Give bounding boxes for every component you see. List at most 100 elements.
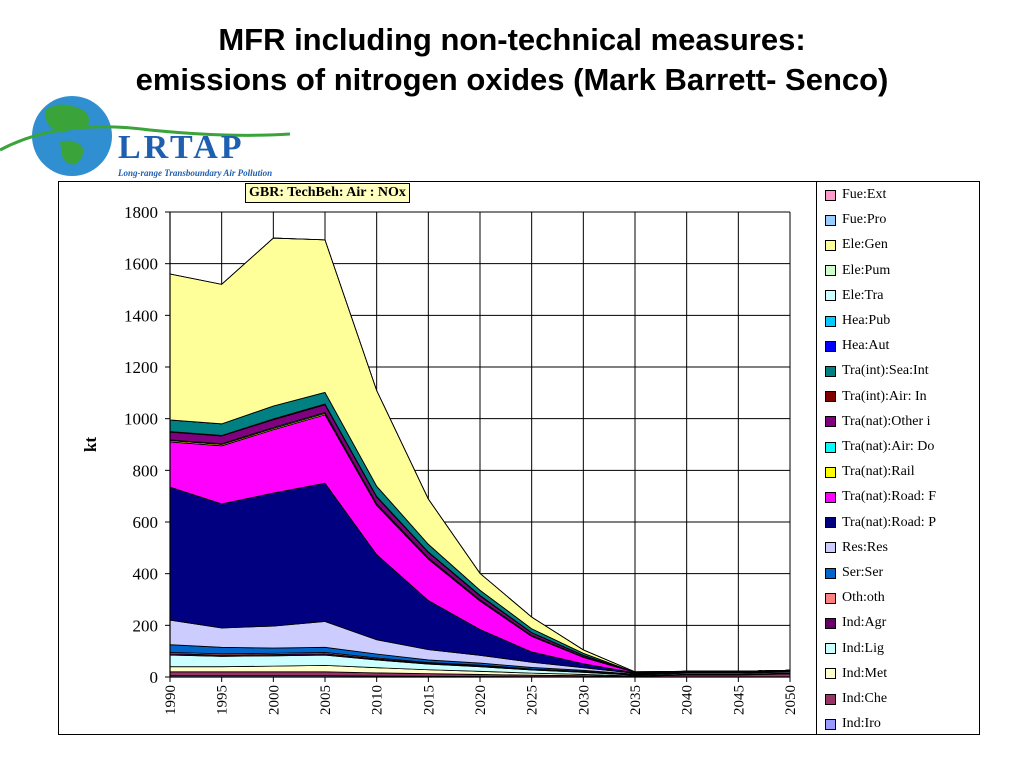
legend-item: Hea:Aut — [825, 336, 889, 356]
logo-text: LRTAP — [118, 129, 245, 166]
legend-label: Fue:Pro — [842, 212, 887, 228]
y-tick-label: 1800 — [124, 203, 158, 222]
legend-label: Ind:Met — [842, 665, 888, 681]
y-tick-label: 1600 — [124, 255, 158, 274]
legend-label: Ser:Ser — [842, 565, 884, 580]
legend-swatch — [825, 416, 836, 428]
y-tick-label: 1200 — [124, 358, 158, 377]
legend-item: Tra(nat):Rail — [825, 462, 915, 482]
y-tick-label: 800 — [133, 461, 159, 480]
legend-swatch — [825, 466, 836, 478]
legend-item: Ind:Iro — [825, 714, 881, 734]
legend-label: Ele:Gen — [842, 237, 888, 253]
y-tick-label: 200 — [133, 616, 159, 635]
legend-swatch — [825, 441, 836, 453]
legend-swatch — [825, 189, 836, 201]
legend-item: Hea:Pub — [825, 311, 890, 331]
x-tick-label: 2045 — [731, 685, 747, 715]
x-tick-label: 2000 — [266, 685, 282, 715]
legend-swatch — [825, 643, 836, 655]
legend-label: Ind:Agr — [842, 615, 887, 631]
logo-subtitle: Long-range Transboundary Air Pollution — [117, 168, 272, 178]
area-series-fue-ext — [169, 237, 791, 673]
legend-label: Hea:Pub — [842, 313, 891, 328]
legend-item: Res:Res — [825, 538, 888, 558]
legend-label: Ind:Che — [842, 691, 888, 706]
legend-swatch — [825, 542, 836, 554]
x-tick-label: 2010 — [370, 685, 386, 715]
y-axis-label: kt — [81, 437, 100, 452]
legend: Fue:Ext Fue:Pro Ele:Gen Ele:Pum Ele:Tra Hea:P… — [816, 181, 980, 735]
legend-label: Tra(nat):Road: F — [842, 489, 936, 505]
legend-item: Ind:Agr — [825, 613, 886, 633]
y-tick-label: 600 — [133, 513, 159, 532]
legend-item: Ind:Met — [825, 664, 887, 684]
legend-label: Tra(nat):Road: P — [842, 514, 936, 530]
legend-item: Ele:Pum — [825, 261, 890, 281]
x-tick-label: 2050 — [783, 685, 799, 715]
legend-swatch — [825, 265, 836, 277]
legend-label: Tra(int):Air: In — [842, 388, 927, 404]
legend-item: Tra(int):Air: In — [825, 387, 927, 407]
x-tick-label: 2025 — [525, 685, 541, 715]
legend-label: Ind:Lig — [842, 640, 884, 656]
legend-label: Tra(nat):Air: Do — [842, 439, 935, 454]
legend-swatch — [825, 592, 836, 604]
legend-item: Tra(nat):Other i — [825, 412, 931, 432]
legend-swatch — [825, 391, 836, 403]
axes: 0 200 400 600 800 1000 1200 1400 1600 1800 1990 199… — [124, 203, 799, 715]
legend-label: Tra(int):Sea:Int — [842, 363, 929, 379]
y-tick-label: 400 — [133, 565, 159, 584]
legend-swatch — [825, 517, 836, 529]
y-tick-label: 1400 — [124, 306, 158, 325]
x-tick-label: 2015 — [421, 685, 437, 715]
x-tick-label: 2020 — [473, 685, 489, 715]
legend-label: Res:Res — [842, 539, 888, 555]
legend-item: Tra(nat):Air: Do — [825, 437, 934, 457]
legend-swatch — [825, 693, 836, 705]
legend-swatch — [825, 214, 836, 226]
legend-swatch — [825, 491, 836, 503]
x-tick-label: 2035 — [628, 685, 644, 715]
legend-item: Ele:Tra — [825, 286, 883, 306]
legend-item: Tra(int):Sea:Int — [825, 361, 929, 381]
legend-item: Tra(nat):Road: P — [825, 513, 936, 533]
legend-item: Ser:Ser — [825, 563, 883, 583]
legend-item: Oth:oth — [825, 588, 885, 608]
area-series-layer — [169, 237, 791, 678]
legend-item: Ind:Lig — [825, 639, 884, 659]
legend-item: Tra(nat):Road: F — [825, 487, 936, 507]
y-tick-label: 0 — [150, 668, 159, 687]
legend-label: Oth:oth — [842, 590, 885, 606]
legend-label: Tra(nat):Other i — [842, 413, 931, 429]
legend-label: Ind:Iro — [842, 716, 881, 732]
x-tick-label: 2030 — [576, 685, 592, 715]
legend-swatch — [825, 668, 836, 680]
lrtap-logo: LRTAP Long-range Transboundary Air Pollu… — [0, 96, 291, 178]
legend-label: Ele:Pum — [842, 262, 891, 278]
legend-swatch — [825, 365, 836, 377]
x-tick-label: 1990 — [163, 685, 179, 715]
legend-label: Hea:Aut — [842, 338, 890, 354]
slide-title-line-1: MFR including non-technical measures: — [218, 22, 806, 57]
x-tick-label: 2005 — [318, 685, 334, 715]
legend-item: Ele:Gen — [825, 235, 888, 255]
legend-label: Tra(nat):Rail — [842, 464, 915, 480]
legend-item: Fue:Ext — [825, 185, 886, 205]
slide-title-line-2: emissions of nitrogen oxides (Mark Barre… — [135, 62, 889, 97]
x-tick-label: 1995 — [215, 685, 231, 715]
y-tick-label: 1000 — [124, 410, 158, 429]
legend-swatch — [825, 567, 836, 579]
legend-swatch — [825, 340, 836, 352]
chart-title: GBR: TechBeh: Air : NOx — [245, 183, 410, 203]
legend-label: Fue:Ext — [842, 187, 887, 202]
legend-swatch — [825, 290, 836, 302]
legend-swatch — [825, 315, 836, 327]
legend-label: Ele:Tra — [842, 287, 884, 303]
legend-item: Ind:Che — [825, 689, 887, 709]
legend-swatch — [825, 617, 836, 629]
legend-swatch — [825, 239, 836, 251]
legend-item: Fue:Pro — [825, 210, 886, 230]
x-tick-label: 2040 — [680, 685, 696, 715]
